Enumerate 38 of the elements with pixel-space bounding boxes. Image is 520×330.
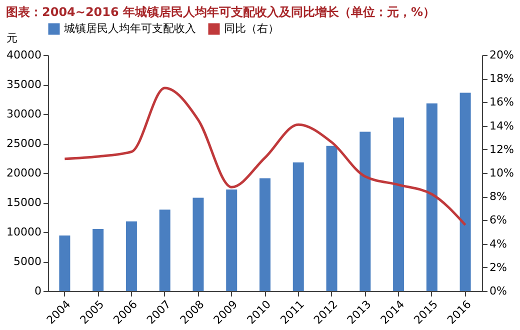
y2-tick-label: 12% <box>490 142 514 156</box>
y2-tick-label: 16% <box>490 96 514 109</box>
y2-tick-label: 18% <box>490 72 514 86</box>
bar <box>59 236 70 291</box>
y2-tick-label: 20% <box>490 48 514 62</box>
bar <box>126 221 137 291</box>
chart-title: 图表：2004~2016 年城镇居民人均年可支配收入及同比增长（单位：元，%） <box>6 5 436 19</box>
y2-tick-label: 4% <box>490 237 507 250</box>
y2-tick-label: 2% <box>490 260 507 274</box>
y-tick-label: 40000 <box>6 48 42 62</box>
y-tick-label: 35000 <box>6 78 42 91</box>
y2-tick-label: 14% <box>490 119 514 132</box>
y2-tick-label: 0% <box>490 284 507 298</box>
bar <box>393 118 404 291</box>
y-tick-label: 10000 <box>6 226 42 238</box>
y-tick-label: 15000 <box>6 196 42 209</box>
y-axis-title: 元 <box>6 32 18 44</box>
y-tick-label: 5000 <box>14 255 42 268</box>
y-tick-label: 30000 <box>6 108 42 120</box>
bar <box>426 103 438 291</box>
bar <box>226 190 238 291</box>
y-tick-label: 25000 <box>6 137 42 150</box>
legend-label: 同比（右） <box>224 22 279 35</box>
bar <box>292 162 304 291</box>
bar <box>159 210 170 291</box>
line-series <box>63 86 467 226</box>
y2-tick-label: 10% <box>490 166 514 180</box>
bar <box>92 229 104 291</box>
y2-tick-label: 6% <box>490 214 507 227</box>
bar <box>326 146 338 291</box>
bar <box>460 92 471 291</box>
y2-tick-label: 8% <box>490 190 507 204</box>
bar <box>192 198 204 291</box>
legend-label: 城镇居民人均年可支配收入 <box>63 22 196 35</box>
bar <box>260 178 270 291</box>
bar <box>360 132 371 291</box>
y-tick-label: 0 <box>34 284 42 298</box>
y-tick-label: 20000 <box>6 166 42 180</box>
